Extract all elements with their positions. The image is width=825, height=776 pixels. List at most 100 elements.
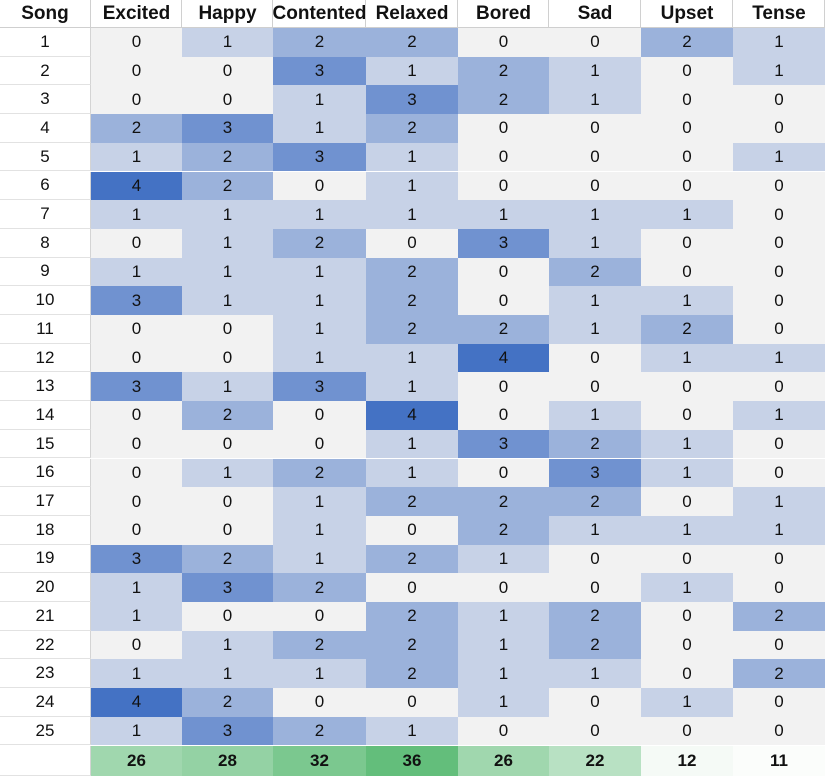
heatmap-cell: 0 bbox=[366, 573, 458, 602]
heatmap-cell: 1 bbox=[549, 200, 641, 229]
header-divider bbox=[365, 0, 366, 28]
heatmap-cell: 1 bbox=[641, 429, 733, 459]
row-label: 21 bbox=[0, 602, 91, 631]
heatmap-cell: 1 bbox=[733, 401, 825, 430]
heatmap-cell: 1 bbox=[366, 458, 458, 488]
heatmap-cell: 0 bbox=[733, 85, 825, 115]
heatmap-cell: 1 bbox=[366, 429, 458, 459]
heatmap-cell: 0 bbox=[641, 142, 733, 172]
heatmap-cell: 0 bbox=[182, 429, 273, 459]
heatmap-cell: 1 bbox=[641, 286, 733, 315]
header-divider bbox=[181, 0, 182, 28]
heatmap-cell: 2 bbox=[182, 171, 273, 201]
heatmap-cell: 1 bbox=[182, 286, 273, 315]
heatmap-cell: 0 bbox=[273, 429, 366, 459]
heatmap-cell: 1 bbox=[641, 515, 733, 545]
heatmap-cell: 1 bbox=[91, 142, 182, 172]
heatmap-cell: 1 bbox=[273, 286, 366, 315]
heatmap-cell: 0 bbox=[733, 429, 825, 459]
heatmap-cell: 0 bbox=[91, 315, 182, 344]
heatmap-cell: 1 bbox=[458, 630, 549, 660]
heatmap-cell: 0 bbox=[91, 630, 182, 660]
heatmap-cell: 0 bbox=[733, 458, 825, 488]
heatmap-cell: 0 bbox=[549, 142, 641, 172]
heatmap-cell: 0 bbox=[182, 56, 273, 86]
heatmap-cell: 0 bbox=[91, 487, 182, 516]
row-label: 5 bbox=[0, 142, 91, 172]
column-header-upset: Upset bbox=[641, 0, 733, 28]
header-divider bbox=[548, 0, 549, 28]
heatmap-cell: 0 bbox=[733, 114, 825, 143]
heatmap-cell: 1 bbox=[273, 114, 366, 143]
heatmap-cell: 1 bbox=[91, 602, 182, 631]
heatmap-cell: 0 bbox=[733, 257, 825, 287]
heatmap-cell: 1 bbox=[641, 688, 733, 717]
heatmap-cell: 0 bbox=[733, 630, 825, 660]
heatmap-cell: 3 bbox=[91, 544, 182, 574]
row-label: 25 bbox=[0, 716, 91, 746]
heatmap-cell: 1 bbox=[182, 659, 273, 689]
heatmap-cell: 0 bbox=[91, 401, 182, 430]
row-label: 20 bbox=[0, 573, 91, 602]
heatmap-cell: 3 bbox=[273, 142, 366, 172]
heatmap-cell: 1 bbox=[733, 56, 825, 86]
heatmap-cell: 0 bbox=[641, 487, 733, 516]
heatmap-cell: 1 bbox=[366, 56, 458, 86]
heatmap-cell: 4 bbox=[366, 401, 458, 430]
heatmap-cell: 2 bbox=[549, 630, 641, 660]
heatmap-cell: 2 bbox=[273, 630, 366, 660]
heatmap-cell: 0 bbox=[641, 228, 733, 258]
heatmap-cell: 0 bbox=[182, 85, 273, 115]
heatmap-cell: 2 bbox=[366, 602, 458, 631]
heatmap-cell: 1 bbox=[91, 573, 182, 602]
heatmap-cell: 0 bbox=[641, 544, 733, 574]
heatmap-cell: 2 bbox=[549, 602, 641, 631]
heatmap-cell: 0 bbox=[273, 401, 366, 430]
heatmap-cell: 2 bbox=[182, 401, 273, 430]
column-total: 28 bbox=[182, 745, 273, 776]
heatmap-cell: 1 bbox=[273, 85, 366, 115]
heatmap-cell: 0 bbox=[641, 114, 733, 143]
heatmap-cell: 2 bbox=[366, 257, 458, 287]
heatmap-cell: 2 bbox=[458, 315, 549, 344]
heatmap-cell: 2 bbox=[273, 28, 366, 57]
heatmap-cell: 0 bbox=[91, 458, 182, 488]
heatmap-cell: 1 bbox=[549, 228, 641, 258]
heatmap-cell: 2 bbox=[366, 286, 458, 315]
totals-label-cell bbox=[0, 745, 91, 776]
heatmap-cell: 2 bbox=[458, 85, 549, 115]
row-label: 24 bbox=[0, 688, 91, 717]
column-total: 22 bbox=[549, 745, 641, 776]
column-header-tense: Tense bbox=[733, 0, 825, 28]
heatmap-cell: 0 bbox=[182, 602, 273, 631]
heatmap-cell: 0 bbox=[273, 602, 366, 631]
heatmap-cell: 3 bbox=[549, 458, 641, 488]
heatmap-cell: 1 bbox=[549, 315, 641, 344]
heatmap-cell: 0 bbox=[458, 28, 549, 57]
heatmap-cell: 1 bbox=[549, 659, 641, 689]
heatmap-cell: 2 bbox=[182, 544, 273, 574]
heatmap-cell: 1 bbox=[91, 200, 182, 229]
heatmap-cell: 0 bbox=[641, 372, 733, 402]
heatmap-cell: 0 bbox=[91, 343, 182, 373]
heatmap-cell: 0 bbox=[549, 688, 641, 717]
heatmap-cell: 2 bbox=[641, 315, 733, 344]
heatmap-cell: 1 bbox=[733, 487, 825, 516]
heatmap-cell: 3 bbox=[458, 228, 549, 258]
heatmap-cell: 2 bbox=[733, 602, 825, 631]
heatmap-cell: 0 bbox=[458, 716, 549, 746]
heatmap-cell: 0 bbox=[182, 515, 273, 545]
heatmap-cell: 0 bbox=[549, 372, 641, 402]
heatmap-cell: 0 bbox=[733, 716, 825, 746]
heatmap-cell: 1 bbox=[366, 142, 458, 172]
heatmap-cell: 2 bbox=[458, 515, 549, 545]
heatmap-cell: 0 bbox=[91, 429, 182, 459]
heatmap-cell: 0 bbox=[458, 401, 549, 430]
header-divider bbox=[640, 0, 641, 28]
heatmap-cell: 3 bbox=[182, 716, 273, 746]
heatmap-cell: 1 bbox=[366, 716, 458, 746]
heatmap-cell: 0 bbox=[549, 28, 641, 57]
heatmap-cell: 2 bbox=[549, 257, 641, 287]
heatmap-cell: 0 bbox=[366, 228, 458, 258]
